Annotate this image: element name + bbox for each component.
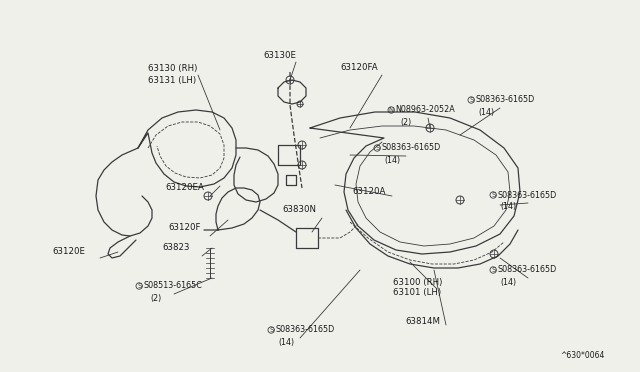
Text: 63120E: 63120E: [52, 247, 85, 257]
Text: 63120F: 63120F: [168, 224, 200, 232]
Text: 63100 (RH): 63100 (RH): [393, 278, 442, 286]
Text: (14): (14): [478, 108, 494, 116]
Text: 63814M: 63814M: [405, 317, 440, 327]
Text: S: S: [269, 327, 273, 333]
Text: S08363-6165D: S08363-6165D: [497, 266, 557, 275]
Text: (14): (14): [384, 155, 400, 164]
Text: 63101 (LH): 63101 (LH): [393, 289, 441, 298]
Text: N08963-2052A: N08963-2052A: [396, 106, 455, 115]
Text: ^630*0064: ^630*0064: [560, 352, 604, 360]
Text: (2): (2): [150, 294, 161, 302]
Text: S: S: [469, 97, 474, 103]
Text: 63130 (RH): 63130 (RH): [148, 64, 197, 73]
Text: (14): (14): [278, 337, 294, 346]
Text: 63130E: 63130E: [263, 51, 296, 60]
Text: 63823: 63823: [162, 244, 189, 253]
Text: S: S: [491, 267, 495, 273]
Text: S08363-6165D: S08363-6165D: [275, 326, 335, 334]
Text: S: S: [375, 145, 380, 151]
Text: S: S: [491, 192, 495, 198]
Text: S08363-6165D: S08363-6165D: [497, 190, 557, 199]
Text: (14): (14): [500, 278, 516, 286]
Text: 63120EA: 63120EA: [165, 183, 204, 192]
Text: 63131 (LH): 63131 (LH): [148, 76, 196, 84]
Text: S08513-6165C: S08513-6165C: [143, 282, 202, 291]
Text: 63830N: 63830N: [282, 205, 316, 215]
Text: (2): (2): [400, 118, 412, 126]
Text: S08363-6165D: S08363-6165D: [476, 96, 534, 105]
Text: 63120FA: 63120FA: [340, 64, 378, 73]
Text: S08363-6165D: S08363-6165D: [381, 144, 440, 153]
Text: S: S: [137, 283, 141, 289]
Text: 63120A: 63120A: [352, 187, 385, 196]
Text: (14): (14): [500, 202, 516, 212]
Text: N: N: [388, 107, 394, 113]
